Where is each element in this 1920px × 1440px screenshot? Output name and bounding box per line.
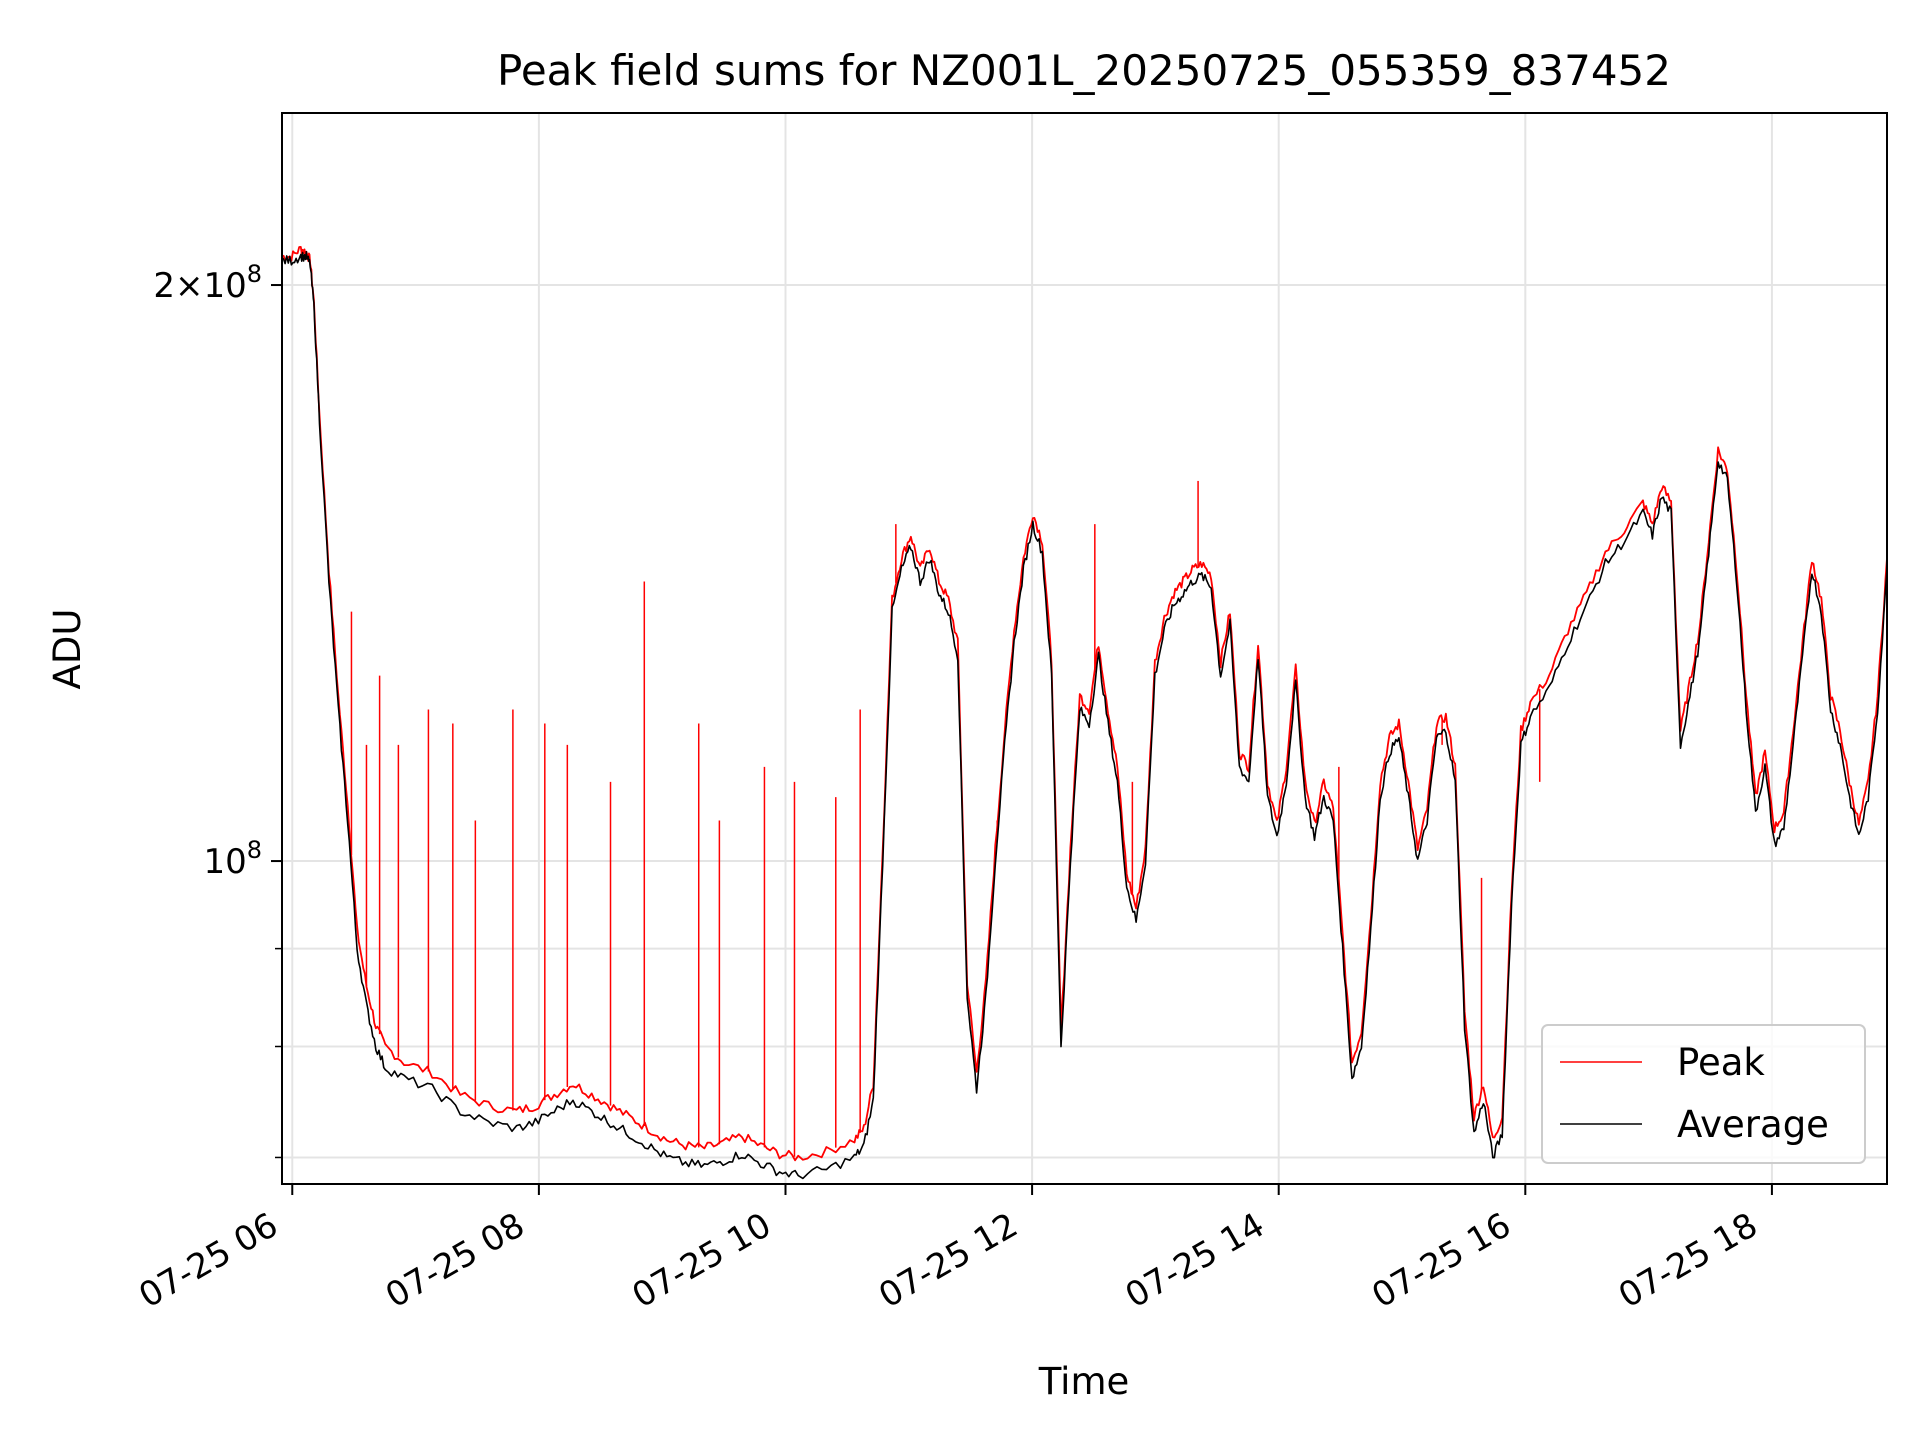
chart-title: Peak field sums for NZ001L_20250725_0553… (497, 46, 1671, 95)
legend-peak-label: Peak (1677, 1041, 1765, 1084)
plot-frame (281, 112, 1888, 1185)
x-tick-label: 07-25 12 (872, 1205, 1024, 1316)
y-tick-label: 2×108 (153, 260, 262, 306)
x-axis-label: Time (1038, 1360, 1130, 1403)
x-tick-label: 07-25 14 (1119, 1205, 1271, 1316)
x-tick-label: 07-25 16 (1365, 1205, 1517, 1316)
average-series-line (281, 250, 1888, 1180)
y-axis-label: ADU (46, 609, 89, 690)
x-tick-label: 07-25 06 (132, 1205, 284, 1316)
legend: Peak Average (1541, 1024, 1866, 1164)
peak-series-line (281, 246, 1888, 1162)
legend-average-label: Average (1677, 1103, 1829, 1146)
series-lines (281, 246, 1888, 1180)
y-tick-label: 108 (203, 836, 262, 882)
x-tick-label: 07-25 18 (1612, 1205, 1764, 1316)
x-tick-label: 07-25 08 (379, 1205, 531, 1316)
x-tick-label: 07-25 10 (626, 1205, 778, 1316)
grid-lines (282, 113, 1887, 1184)
legend-box (1541, 1024, 1866, 1164)
